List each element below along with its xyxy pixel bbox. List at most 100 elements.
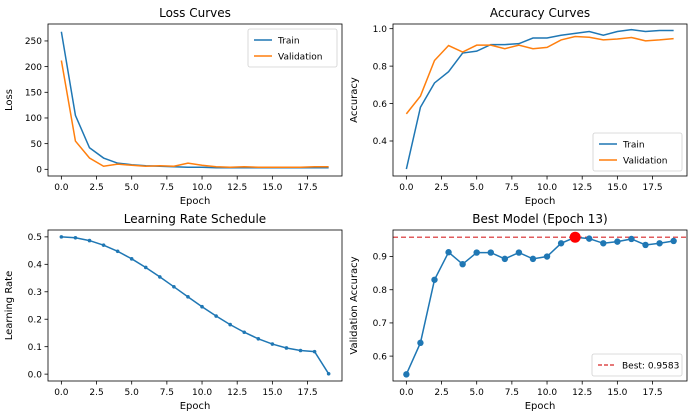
chart-2: Learning Rate Schedule Epoch Learning Rate… [4,212,343,412]
data-point [642,241,649,249]
axes-frame [47,229,343,382]
data-point [670,237,677,245]
y-tick-label: 0.6 [373,100,388,110]
x-tick-label: 15.0 [262,183,282,193]
data-point [656,240,663,247]
best-model-point [569,231,581,243]
legend: Train Validation [247,28,338,68]
legend-box [591,353,683,377]
legend-label: Train [622,141,645,151]
x-tick-label: 15.0 [262,388,282,398]
chart-3: Best Model (Epoch 13) Epoch Validation Acc… [349,212,688,412]
y-tick-label: 0.0 [28,370,43,380]
y-tick-label: 0 [36,166,42,176]
x-tick-label: 7.5 [160,388,174,398]
data-point [73,235,78,240]
chart-title: Accuracy Curves [490,6,590,20]
data-point [403,371,410,378]
x-tick-label: 7.5 [160,183,174,193]
x-tick-label: 5.0 [125,183,140,193]
data-point [172,285,176,289]
data-point [445,249,452,256]
y-tick-label: 50 [31,140,43,150]
legend: Train Validation [592,132,683,172]
data-point [600,240,607,247]
x-tick-label: 10.0 [537,183,557,193]
x-tick-label: 12.5 [572,183,592,193]
y-tick-label: 0.8 [373,62,388,72]
x-tick-label: 0.0 [54,183,69,193]
data-point [115,249,120,254]
data-point [326,372,331,376]
axes-frame [392,23,688,177]
chart-title: Best Model (Epoch 13) [472,212,607,226]
chart-0: Loss Curves Epoch Loss 0.0 2.5 5.0 7.5 10.0 12.5… [4,6,343,207]
data-point [284,346,289,350]
data-point [529,255,537,263]
x-tick-label: 0.0 [399,183,414,193]
x-tick-label: 17.5 [298,183,318,193]
series-line-0 [405,28,674,170]
y-tick-label: 0.1 [28,343,42,353]
series-line-0 [61,236,330,375]
y-tick-label: 0.7 [373,319,387,329]
x-tick-label: 15.0 [607,388,627,398]
x-tick-label: 12.5 [227,183,247,193]
x-tick-label: 0.0 [54,388,69,398]
x-tick-label: 17.5 [298,388,318,398]
x-tick-label: 17.5 [643,388,663,398]
data-point [431,276,438,283]
data-point [417,339,424,347]
x-tick-label: 12.5 [227,388,247,398]
y-tick-label: 200 [25,63,42,73]
x-axis-label: Epoch [180,196,211,207]
x-tick-label: 2.5 [89,183,103,193]
data-point [256,336,261,341]
legend-box [592,132,683,172]
y-tick-label: 1.0 [373,25,388,35]
y-tick-label: 100 [25,114,42,124]
data-point [158,275,162,279]
chart-1: Accuracy Curves Epoch Accuracy 0.0 2.5 5.0 7.5… [349,6,688,207]
x-tick-label: 5.0 [470,183,485,193]
x-tick-label: 10.0 [192,388,212,398]
axes-frame [47,23,343,177]
legend-label: Validation [278,53,322,63]
x-tick-label: 2.5 [89,388,103,398]
legend-label: Best: 0.9583 [622,362,679,372]
legend: Best: 0.9583 [591,353,683,377]
chart-title: Loss Curves [159,6,231,20]
x-tick-label: 17.5 [643,183,663,193]
data-point [501,255,509,263]
data-point [543,253,551,260]
y-tick-label: 0.2 [28,315,42,325]
x-axis-label: Epoch [525,401,556,412]
legend-box [247,28,338,68]
data-point [586,235,593,242]
y-tick-label: 250 [25,37,42,47]
data-point [614,238,621,245]
data-point [270,342,275,346]
legend-label: Validation [623,157,667,167]
y-axis-label: Validation Accuracy [349,256,360,354]
data-point [515,249,523,256]
data-point [129,257,134,261]
data-point [228,322,232,327]
x-tick-label: 7.5 [505,388,519,398]
data-point [214,314,218,318]
data-point [59,235,64,239]
y-tick-label: 150 [25,88,42,98]
data-point [242,330,247,335]
data-point [186,295,190,299]
data-point [473,249,480,256]
x-tick-label: 5.0 [470,388,485,398]
chart-title: Learning Rate Schedule [124,212,266,226]
x-tick-label: 12.5 [572,388,592,398]
data-point [459,260,466,268]
y-tick-label: 0.6 [373,352,388,362]
x-axis-label: Epoch [525,196,556,207]
x-axis-label: Epoch [180,401,211,412]
data-point [298,348,303,353]
y-tick-label: 0.9 [373,253,388,263]
